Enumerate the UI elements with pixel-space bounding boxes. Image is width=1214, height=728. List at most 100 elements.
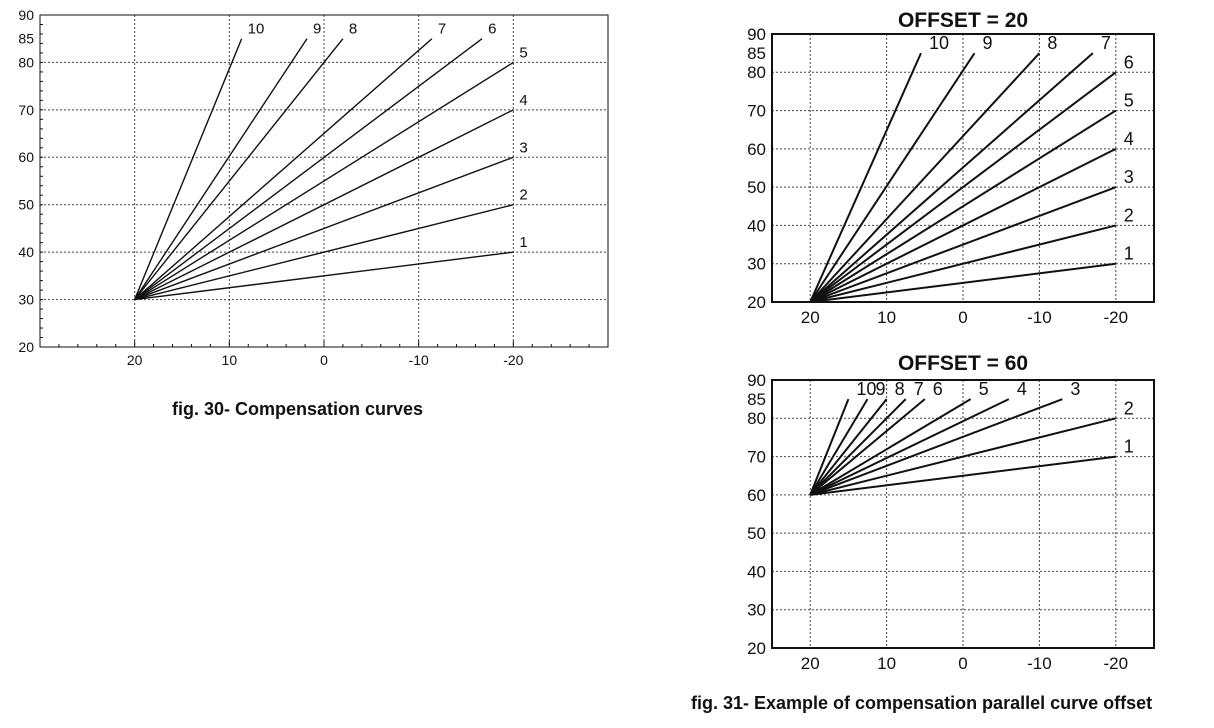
curve-5-label: 5 — [979, 379, 989, 399]
x-tick-label: 0 — [320, 352, 328, 368]
x-tick-label: 20 — [127, 352, 143, 368]
y-tick-label: 40 — [18, 244, 34, 260]
y-tick-label: 30 — [18, 291, 34, 307]
curve-5-line — [809, 109, 1117, 303]
curve-7-line — [134, 38, 433, 301]
curve-9-label: 9 — [313, 21, 321, 38]
y-tick-label: 80 — [18, 54, 34, 70]
curve-2-label: 2 — [1124, 398, 1134, 418]
curve-1-line — [810, 262, 1116, 303]
curve-6-line — [809, 398, 926, 496]
curve-5-line — [134, 61, 514, 301]
curve-2-line — [134, 204, 514, 301]
chart-title: OFFSET = 20 — [898, 9, 1028, 32]
y-tick-label: 90 — [747, 25, 766, 44]
x-tick-label: 20 — [801, 308, 820, 327]
chart-title: OFFSET = 60 — [898, 352, 1028, 375]
fig31-caption: fig. 31- Example of compensation paralle… — [691, 693, 1153, 713]
curve-8-label: 8 — [349, 21, 357, 38]
fig30-chart: 20 10 0 -10 -20 20 30 40 50 60 70 80 85 90 1 2 3 4 5 6 7 8 9 10 — [18, 7, 609, 368]
curve-1-label: 1 — [1124, 437, 1134, 457]
y-tick-label: 40 — [747, 216, 766, 235]
curve-8-line — [809, 398, 888, 496]
curve-3-label: 3 — [1124, 167, 1134, 187]
curve-3-label: 3 — [519, 139, 527, 156]
curve-2-line — [809, 224, 1117, 303]
curve-8-label: 8 — [895, 379, 905, 399]
curve-5-line — [809, 398, 972, 496]
y-tick-label: 70 — [747, 448, 766, 467]
curve-6-line — [809, 71, 1117, 303]
y-tick-label: 50 — [747, 178, 766, 197]
curve-7-line — [809, 52, 1094, 303]
curve-4-line — [809, 147, 1117, 303]
curve-3-line — [809, 398, 1063, 496]
curve-10-line — [809, 398, 850, 496]
curve-10-line — [134, 38, 243, 300]
curve-2-label: 2 — [519, 187, 527, 204]
x-tick-label: -20 — [1104, 308, 1129, 327]
curve-6-label: 6 — [1124, 52, 1134, 72]
x-tick-label: -20 — [503, 352, 523, 368]
curve-7-label: 7 — [1101, 33, 1111, 53]
curve-4-line — [134, 109, 514, 301]
x-tick-label: 20 — [801, 654, 820, 673]
y-tick-label: 60 — [747, 140, 766, 159]
y-tick-label: 30 — [747, 601, 766, 620]
curve-1-line — [810, 455, 1116, 496]
y-tick-label: 60 — [18, 149, 34, 165]
curve-9-label: 9 — [876, 379, 886, 399]
x-tick-label: 0 — [958, 308, 967, 327]
curve-4-line — [809, 398, 1010, 496]
y-tick-label: 70 — [747, 102, 766, 121]
curve-4-label: 4 — [1124, 129, 1134, 149]
curve-6-label: 6 — [488, 21, 496, 38]
curve-8-label: 8 — [1047, 33, 1057, 53]
y-tick-label: 20 — [747, 293, 766, 312]
x-tick-label: -10 — [1027, 654, 1052, 673]
curve-7-label: 7 — [914, 379, 924, 399]
curve-9-line — [809, 52, 976, 303]
curve-10-label: 10 — [248, 21, 265, 38]
y-tick-label: 20 — [18, 339, 34, 355]
x-tick-label: 0 — [958, 654, 967, 673]
curve-1-label: 1 — [1124, 244, 1134, 264]
curve-6-line — [134, 38, 483, 301]
y-tick-label: 90 — [18, 7, 34, 23]
curve-4-label: 4 — [1017, 379, 1027, 399]
x-tick-label: -10 — [1027, 308, 1052, 327]
curve-9-line — [134, 38, 308, 300]
curve-1-label: 1 — [519, 234, 527, 251]
curve-5-label: 5 — [519, 44, 527, 61]
curve-7-label: 7 — [438, 21, 446, 38]
y-tick-label: 70 — [18, 102, 34, 118]
curve-2-line — [809, 417, 1117, 496]
curve-9-label: 9 — [982, 33, 992, 53]
curve-10-line — [809, 52, 922, 303]
y-tick-label: 50 — [747, 524, 766, 543]
fig30-caption: fig. 30- Compensation curves — [172, 399, 424, 419]
x-tick-label: 10 — [877, 654, 896, 673]
y-tick-label: 85 — [747, 390, 766, 409]
curve-1-line — [134, 251, 514, 301]
plot-frame — [39, 14, 609, 348]
curve-8-line — [809, 52, 1041, 303]
curve-7-line — [809, 398, 907, 496]
curve-8-line — [134, 38, 344, 301]
plot-frame — [771, 379, 1155, 649]
x-tick-label: -10 — [409, 352, 429, 368]
x-tick-label: 10 — [222, 352, 238, 368]
y-tick-label: 60 — [747, 486, 766, 505]
curve-4-label: 4 — [519, 92, 527, 109]
x-tick-label: 10 — [877, 308, 896, 327]
y-tick-label: 30 — [747, 255, 766, 274]
curve-2-label: 2 — [1124, 205, 1134, 225]
y-tick-label: 85 — [18, 31, 34, 47]
y-tick-label: 85 — [747, 44, 766, 63]
curve-10-label: 10 — [929, 33, 949, 53]
curve-9-line — [809, 398, 869, 496]
y-tick-label: 90 — [747, 371, 766, 390]
curve-3-label: 3 — [1070, 379, 1080, 399]
